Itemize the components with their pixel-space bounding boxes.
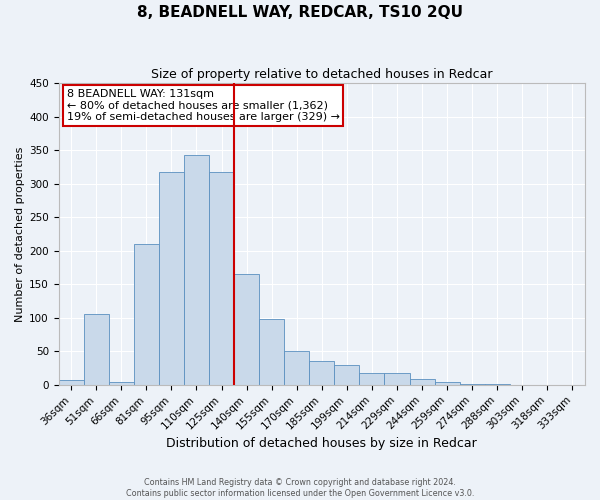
Bar (434, 382, 460, 385)
Bar (485, 384, 510, 385)
Bar (134, 244, 159, 385)
Bar (109, 382, 134, 385)
Bar (209, 172, 234, 385)
Bar (410, 380, 434, 385)
Bar (159, 172, 184, 385)
Bar (259, 319, 284, 385)
Text: 8, BEADNELL WAY, REDCAR, TS10 2QU: 8, BEADNELL WAY, REDCAR, TS10 2QU (137, 5, 463, 20)
Bar (359, 374, 385, 385)
Bar (234, 274, 259, 385)
Bar (184, 156, 209, 385)
Text: 8 BEADNELL WAY: 131sqm
← 80% of detached houses are smaller (1,362)
19% of semi-: 8 BEADNELL WAY: 131sqm ← 80% of detached… (67, 89, 340, 122)
Bar (334, 366, 359, 385)
Bar (460, 384, 485, 385)
Bar (309, 360, 334, 385)
Text: Contains HM Land Registry data © Crown copyright and database right 2024.
Contai: Contains HM Land Registry data © Crown c… (126, 478, 474, 498)
Bar (385, 374, 410, 385)
X-axis label: Distribution of detached houses by size in Redcar: Distribution of detached houses by size … (166, 437, 477, 450)
Bar (84, 314, 109, 385)
Title: Size of property relative to detached houses in Redcar: Size of property relative to detached ho… (151, 68, 493, 80)
Y-axis label: Number of detached properties: Number of detached properties (15, 146, 25, 322)
Bar (284, 352, 309, 385)
Bar (59, 380, 84, 385)
